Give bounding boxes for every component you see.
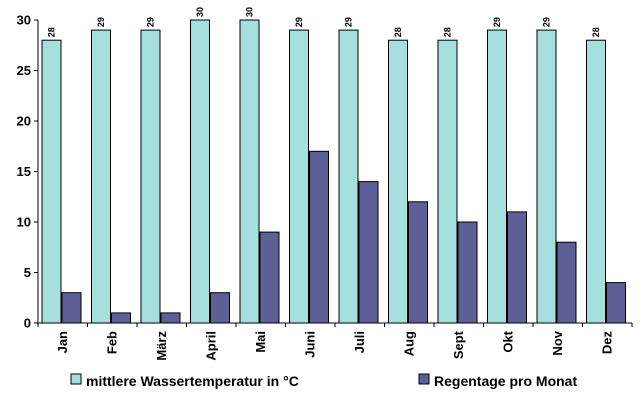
data-label-water-temperature: 28 [591, 27, 601, 37]
y-tick-label: 15 [17, 164, 31, 179]
x-category-label: Feb [104, 331, 119, 354]
bar-water-temperature [586, 39, 606, 324]
x-category-label: Nov [550, 330, 565, 355]
data-label-water-temperature: 30 [245, 7, 255, 17]
bar-water-temperature [140, 29, 161, 324]
bar-rain-days [457, 221, 478, 324]
bar-rain-days [259, 231, 280, 324]
bar-rain-days [507, 211, 527, 324]
bar-water-temperature [289, 29, 309, 324]
bar-rain-days [111, 312, 131, 324]
y-tick-label: 0 [24, 316, 31, 331]
data-label-water-temperature: 29 [542, 17, 552, 27]
x-category-label: Juni [302, 331, 317, 358]
data-label-water-temperature: 29 [146, 17, 156, 27]
x-category-label: Jan [55, 331, 70, 353]
bar-rain-days [408, 201, 428, 324]
data-label-water-temperature: 28 [47, 27, 57, 37]
data-label-water-temperature: 29 [294, 17, 304, 27]
legend: mittlere Wassertemperatur in °C Regentag… [70, 373, 577, 389]
bar-water-temperature [437, 39, 458, 324]
bar-rain-days [210, 292, 230, 324]
bar-water-temperature [536, 29, 557, 324]
bar-rain-days [606, 282, 626, 324]
legend-swatch-water-temperature [70, 373, 82, 385]
legend-label-rain-days: Regentage pro Monat [434, 373, 577, 389]
bar-water-temperature [190, 19, 210, 324]
x-category-label: Dez [599, 331, 614, 355]
x-category-label: Mai [253, 331, 268, 353]
x-category-label: Aug [401, 331, 416, 356]
x-axis: Jan Feb März April Mai Juni Juli Aug Sept Okt Nov D… [37, 322, 633, 361]
bar-rain-days [358, 181, 379, 324]
x-category-label: Sept [451, 330, 466, 359]
bar-water-temperature [338, 29, 359, 324]
bars [41, 19, 626, 324]
data-label-water-temperature: 29 [96, 17, 106, 27]
bar-rain-days [160, 312, 181, 324]
bar-water-temperature [388, 39, 408, 324]
y-axis: 0 5 10 15 20 25 30 [17, 13, 39, 331]
y-tick-label: 20 [17, 114, 31, 129]
data-label-water-temperature: 28 [393, 27, 403, 37]
y-tick-label: 10 [17, 215, 31, 230]
bar-water-temperature [487, 29, 507, 324]
legend-label-water-temperature: mittlere Wassertemperatur in °C [86, 373, 299, 389]
x-category-label: April [203, 331, 218, 361]
bar-water-temperature [41, 39, 62, 324]
bar-rain-days [309, 150, 329, 324]
y-tick-label: 30 [17, 13, 31, 28]
bar-rain-days [556, 241, 577, 324]
data-label-water-temperature: 29 [492, 17, 502, 27]
data-label-water-temperature: 28 [443, 27, 453, 37]
bar-rain-days [61, 292, 82, 324]
legend-swatch-rain-days [418, 373, 430, 385]
data-label-water-temperature: 29 [344, 17, 354, 27]
bar-water-temperature [91, 29, 111, 324]
bar-water-temperature [239, 19, 260, 324]
data-label-water-temperature: 30 [195, 7, 205, 17]
x-category-label: Okt [500, 330, 515, 352]
x-category-label: März [154, 331, 169, 361]
y-tick-label: 5 [24, 265, 31, 280]
y-tick-label: 25 [17, 63, 31, 78]
x-category-label: Juli [352, 331, 367, 353]
data-labels: 28 29 29 30 30 29 29 28 28 29 29 28 [47, 7, 602, 37]
